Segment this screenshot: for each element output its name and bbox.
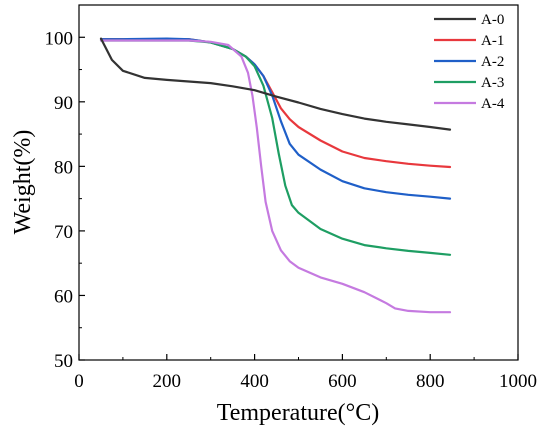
x-tick-label: 200 [153,371,182,392]
x-tick-label: 800 [416,371,445,392]
y-tick-label: 50 [54,351,73,372]
legend: A-0 A-1 A-2 A-3 A-4 [434,12,505,112]
legend-label-a-2: A-2 [481,54,504,70]
x-tick-label: 1000 [499,371,537,392]
legend-label-a-1: A-1 [481,33,504,49]
y-tick-label: 100 [45,28,74,49]
series-lines [99,37,452,314]
x-tick-label: 0 [74,371,84,392]
axis-frame [78,4,519,361]
y-tick-label: 90 [54,93,73,114]
x-axis: 0 200 400 600 800 1000 [74,354,537,392]
y-axis: 50 60 70 80 90 100 [45,28,85,372]
y-tick-label: 70 [54,222,73,243]
y-tick-label: 80 [54,157,73,178]
series-line-a-4 [99,39,452,314]
series-line-a-0 [99,37,452,131]
x-axis-title: Temperature(°C) [217,400,380,426]
legend-label-a-4: A-4 [481,96,505,112]
x-tick-label: 600 [328,371,357,392]
y-axis-title: Weight(%) [10,130,36,235]
series-line-a-2 [99,37,452,200]
y-tick-label: 60 [54,286,73,307]
x-tick-label: 400 [240,371,269,392]
series-line-a-3 [99,39,452,256]
plot-frame [78,4,519,361]
legend-label-a-3: A-3 [481,75,504,91]
legend-label-a-0: A-0 [481,12,504,28]
